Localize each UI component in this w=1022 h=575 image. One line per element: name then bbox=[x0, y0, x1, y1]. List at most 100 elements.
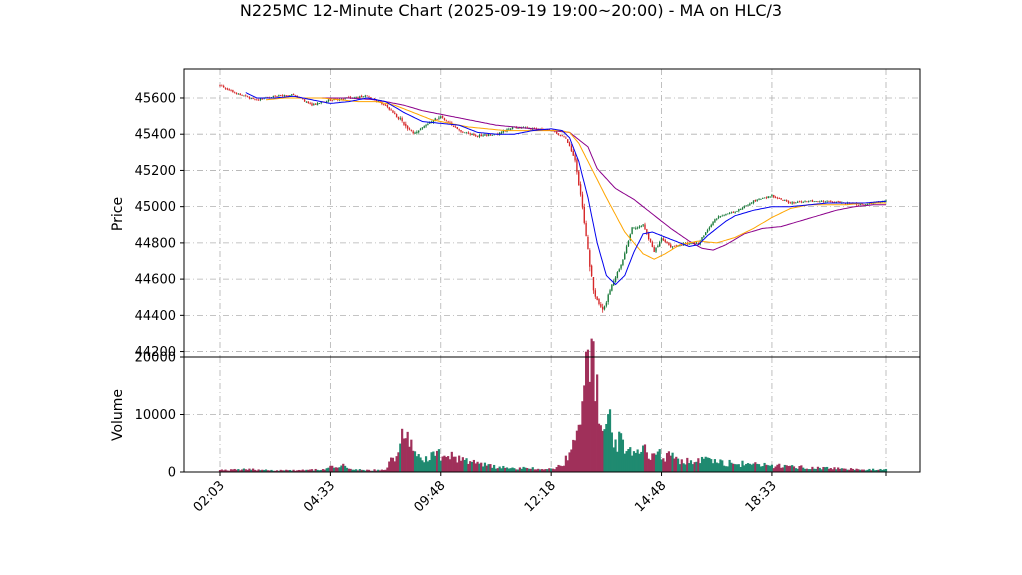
candle-body bbox=[624, 253, 626, 260]
volume-bar bbox=[458, 455, 461, 472]
volume-bar bbox=[833, 467, 836, 472]
candle-body bbox=[701, 237, 703, 241]
candle-body bbox=[603, 306, 606, 310]
volume-bar bbox=[767, 465, 770, 472]
volume-bar bbox=[572, 439, 575, 472]
volume-bar bbox=[546, 469, 549, 472]
x-tick-label: 09:48 bbox=[412, 478, 449, 515]
volume-bar bbox=[647, 458, 650, 472]
candle-body bbox=[278, 95, 280, 97]
candle-body bbox=[370, 97, 372, 99]
volume-bar bbox=[776, 464, 779, 472]
candle-body bbox=[454, 126, 457, 128]
volume-bar bbox=[426, 461, 429, 472]
volume-bar bbox=[844, 468, 847, 472]
volume-bar bbox=[873, 470, 877, 472]
volume-bar bbox=[548, 468, 551, 472]
volume-bar bbox=[505, 467, 509, 472]
volume-bar bbox=[439, 460, 442, 472]
candle-body bbox=[555, 131, 558, 134]
volume-bar bbox=[493, 464, 496, 472]
volume-bar bbox=[437, 449, 441, 472]
candle-body bbox=[239, 93, 241, 96]
volume-bar bbox=[382, 469, 385, 472]
volume-bar bbox=[610, 432, 613, 472]
volume-bar bbox=[401, 428, 404, 472]
candle-body bbox=[441, 116, 444, 118]
volume-bar bbox=[551, 468, 555, 472]
candle-body bbox=[377, 100, 379, 102]
volume-bar bbox=[741, 460, 744, 472]
candle-body bbox=[833, 201, 836, 203]
candle-body bbox=[484, 134, 486, 136]
volume-bar bbox=[660, 459, 663, 472]
volume-bar bbox=[257, 469, 260, 472]
volume-bar bbox=[351, 469, 354, 472]
volume-bar bbox=[745, 463, 748, 472]
candle-body bbox=[762, 197, 764, 199]
candle-body bbox=[738, 209, 740, 211]
volume-bar bbox=[837, 467, 840, 472]
candle-body bbox=[294, 94, 297, 96]
volume-bar bbox=[627, 449, 630, 472]
volume-bar bbox=[332, 467, 336, 472]
volume-bar bbox=[367, 469, 371, 472]
volume-bar bbox=[688, 463, 691, 472]
volume-bar bbox=[531, 467, 534, 472]
volume-bar bbox=[787, 466, 790, 472]
candles bbox=[219, 84, 887, 313]
volume-bar bbox=[829, 468, 832, 472]
volume-bar bbox=[590, 338, 593, 472]
candle-body bbox=[596, 296, 598, 300]
volume-bar bbox=[877, 469, 880, 472]
volume-bar bbox=[702, 458, 705, 472]
candle-body bbox=[228, 89, 230, 91]
volume-bar bbox=[509, 468, 512, 472]
candle-body bbox=[589, 250, 591, 267]
candle-body bbox=[743, 206, 746, 209]
candle-body bbox=[697, 242, 700, 244]
candle-body bbox=[705, 232, 707, 236]
volume-bar bbox=[789, 465, 792, 472]
candle-body bbox=[425, 125, 427, 127]
candle-body bbox=[822, 200, 825, 202]
candle-body bbox=[590, 265, 593, 277]
candle-body bbox=[774, 197, 777, 198]
candle-body bbox=[885, 200, 887, 202]
volume-bar bbox=[561, 466, 564, 472]
volume-tick-label: 0 bbox=[168, 466, 176, 481]
volume-bar bbox=[303, 470, 306, 472]
volume-bar bbox=[794, 468, 797, 472]
candle-body bbox=[754, 199, 757, 202]
candle-body bbox=[226, 88, 229, 90]
candle-body bbox=[394, 112, 396, 114]
volume-bar bbox=[671, 452, 674, 472]
volume-bar bbox=[252, 468, 255, 472]
candle-body bbox=[830, 201, 832, 202]
volume-bar bbox=[360, 469, 363, 472]
candle-body bbox=[769, 196, 771, 198]
candle-body bbox=[261, 98, 264, 100]
volume-bar bbox=[377, 469, 380, 472]
price-axis: 44200 44400 44600 44800 45000 45200 45400 45600 bbox=[135, 91, 184, 360]
candle-body bbox=[782, 199, 784, 201]
candle-body bbox=[460, 130, 462, 132]
volume-bar bbox=[413, 451, 417, 472]
candle-body bbox=[633, 227, 635, 229]
volume-bar bbox=[270, 469, 273, 472]
candle-body bbox=[609, 290, 611, 295]
candle-body bbox=[219, 85, 221, 87]
candle-body bbox=[765, 197, 768, 199]
x-axis: 02:03 04:33 09:48 12:18 14:48 18:33 bbox=[191, 472, 887, 515]
candle-body bbox=[616, 272, 619, 278]
candle-body bbox=[813, 201, 815, 203]
volume-bar bbox=[535, 469, 538, 472]
volume-bar bbox=[811, 466, 814, 472]
candle-body bbox=[868, 203, 871, 205]
candle-body bbox=[390, 109, 392, 111]
candle-body bbox=[467, 132, 470, 134]
volume-bar bbox=[555, 467, 558, 472]
candle-body bbox=[462, 131, 464, 133]
volume-bar bbox=[483, 462, 487, 472]
volume-bar bbox=[445, 456, 448, 472]
